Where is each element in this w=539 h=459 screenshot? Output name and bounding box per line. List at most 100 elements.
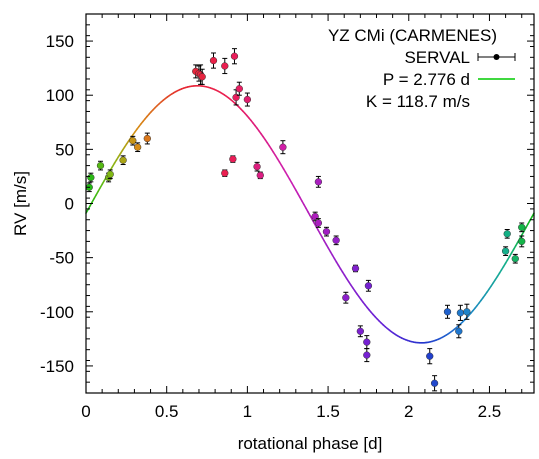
y-axis-label: RV [m/s] (11, 171, 30, 236)
data-point (503, 228, 511, 239)
y-tick-label: -100 (40, 303, 74, 322)
data-point (243, 92, 252, 107)
data-marker (143, 134, 151, 143)
x-axis-label: rotational phase [d] (238, 434, 383, 453)
legend: YZ CMi (CARMENES) SERVAL P = 2.776 d K =… (328, 26, 516, 111)
data-point (96, 160, 105, 171)
data-point (518, 235, 526, 248)
data-point (455, 324, 463, 339)
data-point (363, 348, 371, 363)
data-point (279, 140, 287, 155)
data-point (364, 279, 373, 292)
legend-dot (493, 54, 500, 60)
legend-entry-period: P = 2.776 d (383, 70, 470, 89)
x-tick-label: 1.5 (316, 402, 340, 421)
data-points (85, 48, 526, 392)
data-marker (106, 170, 114, 178)
data-point (229, 155, 237, 163)
data-point (511, 253, 519, 264)
x-tick-label: 0 (81, 402, 90, 421)
data-marker (503, 230, 511, 238)
data-marker (356, 327, 365, 335)
data-point (133, 142, 142, 153)
y-tick-label: 150 (46, 32, 74, 51)
data-point (456, 304, 465, 321)
data-point (463, 303, 471, 320)
data-point (253, 161, 261, 172)
data-marker (221, 62, 229, 70)
data-point (314, 175, 323, 188)
data-marker (229, 155, 237, 163)
x-tick-label: 2.5 (478, 402, 502, 421)
y-tick-label: -50 (49, 249, 74, 268)
data-point (332, 235, 340, 246)
y-tick-label: 100 (46, 86, 74, 105)
data-marker (133, 143, 142, 151)
data-marker (253, 163, 261, 171)
legend-title: YZ CMi (CARMENES) (328, 26, 497, 45)
data-marker (332, 236, 340, 244)
data-marker (463, 308, 471, 316)
data-point (351, 264, 360, 273)
data-marker (455, 327, 463, 335)
x-tick-label: 0.5 (155, 402, 179, 421)
data-point (87, 172, 95, 183)
data-marker (230, 52, 239, 60)
data-point (518, 222, 526, 233)
x-tick-label: 1 (243, 402, 252, 421)
data-marker (198, 73, 206, 81)
data-marker (443, 308, 452, 316)
x-axis: 0 0.5 1 1.5 2 2.5 (81, 14, 523, 421)
data-marker (426, 352, 434, 360)
data-point (256, 171, 264, 180)
data-marker (363, 338, 371, 346)
data-point (426, 348, 434, 365)
data-point (363, 335, 371, 350)
data-marker (119, 156, 127, 164)
data-marker (235, 85, 243, 93)
data-marker (518, 223, 526, 231)
data-point (221, 169, 229, 177)
data-marker (209, 56, 218, 65)
data-marker (501, 247, 510, 255)
data-point (230, 48, 239, 65)
data-point (314, 218, 323, 228)
data-point (129, 135, 137, 146)
data-point (430, 375, 439, 392)
data-marker (221, 169, 229, 177)
data-marker (456, 309, 465, 317)
data-marker (364, 282, 373, 290)
y-tick-label: 0 (65, 195, 74, 214)
data-point (209, 52, 218, 69)
data-marker (256, 171, 264, 179)
data-marker (314, 178, 323, 186)
data-point (501, 246, 510, 256)
data-point (235, 81, 243, 96)
data-marker (314, 219, 323, 227)
data-point (198, 68, 206, 85)
data-point (106, 169, 114, 180)
data-marker (279, 143, 287, 151)
data-point (119, 155, 127, 166)
data-marker (129, 137, 137, 145)
y-axis: -150 -100 -50 0 50 100 150 (40, 13, 534, 394)
legend-entry-amplitude: K = 118.7 m/s (366, 92, 470, 111)
data-point (221, 57, 229, 75)
x-tick-label: 2 (404, 402, 413, 421)
legend-entry-serval: SERVAL (404, 48, 470, 67)
data-point (342, 291, 350, 304)
model-curve (85, 84, 535, 344)
y-tick-label: 50 (55, 140, 74, 159)
data-marker (243, 95, 252, 104)
data-marker (351, 264, 360, 273)
data-marker (518, 237, 526, 246)
data-marker (363, 351, 371, 359)
y-tick-label: -150 (40, 357, 74, 376)
data-point (322, 226, 331, 237)
data-marker (87, 173, 95, 182)
data-marker (96, 161, 105, 170)
data-marker (511, 255, 519, 263)
data-marker (342, 294, 350, 302)
data-marker (430, 379, 439, 387)
